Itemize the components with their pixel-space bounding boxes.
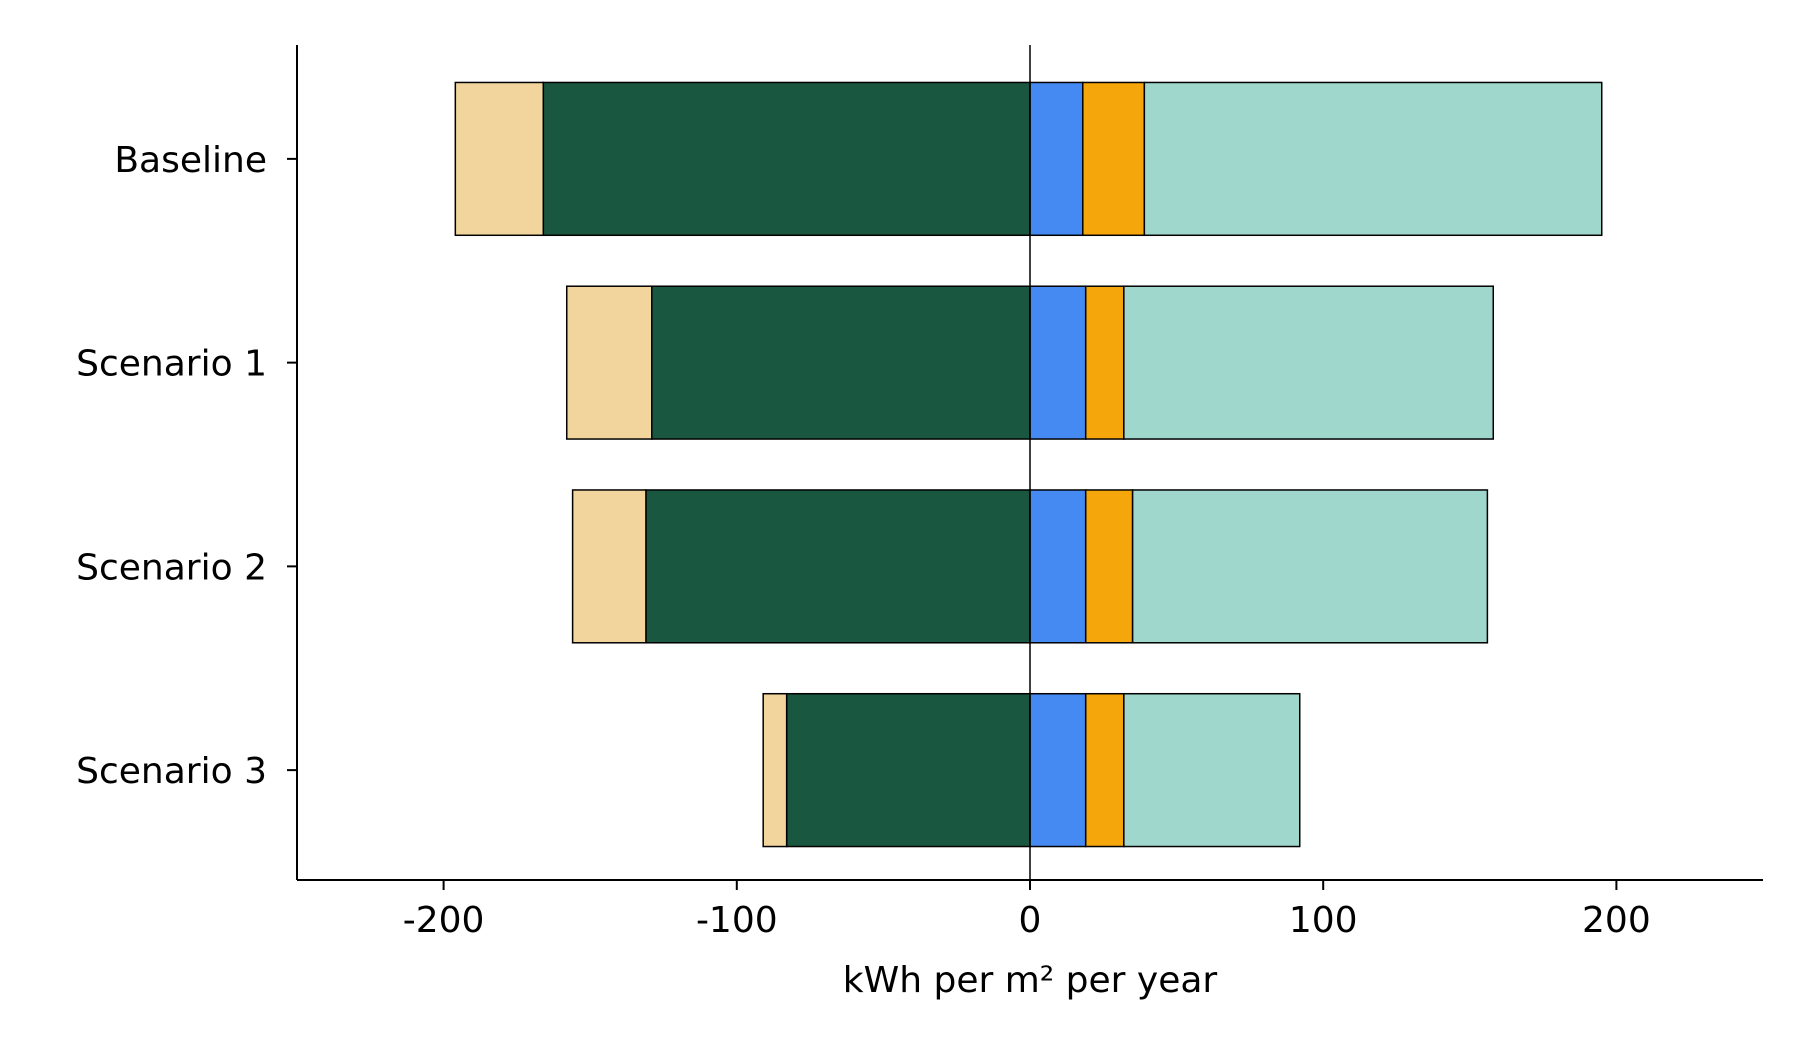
- x-ticks-group: -200 -100 0 100 200: [403, 880, 1651, 941]
- y-tick-label: Scenario 2: [76, 547, 267, 588]
- bar-1-segment-4: [1082, 81, 1146, 237]
- x-tick-label: -100: [696, 900, 778, 941]
- y-tick-label: Baseline: [114, 140, 267, 181]
- bar-4-segment-1: [785, 692, 1031, 848]
- bars-group: [454, 81, 1603, 848]
- bar-3-segment-2: [571, 489, 647, 644]
- bar-1-segment-5: [1143, 81, 1603, 237]
- y-tick-label: Scenario 1: [76, 344, 267, 385]
- bar-4-segment-4: [1084, 692, 1125, 848]
- x-tick-label: -200: [403, 900, 485, 941]
- bar-1-segment-3: [1029, 81, 1084, 237]
- bar-2-segment-1: [651, 285, 1031, 440]
- x-tick-label: 100: [1289, 900, 1358, 941]
- bar-1-segment-1: [542, 81, 1031, 237]
- bar-4-segment-3: [1029, 692, 1087, 848]
- x-axis-title: kWh per m² per year: [843, 960, 1218, 1001]
- y-tick-label: Scenario 3: [76, 751, 267, 792]
- x-tick-label: 0: [1019, 900, 1042, 941]
- bar-4-segment-2: [762, 692, 788, 848]
- y-ticks-group: Baseline Scenario 1 Scenario 2 Scenario 3: [76, 140, 297, 792]
- bar-3-segment-4: [1084, 489, 1134, 644]
- bar-4-segment-5: [1123, 692, 1301, 848]
- x-tick-label: 200: [1582, 900, 1651, 941]
- bar-3-segment-1: [645, 489, 1031, 644]
- bar-2-segment-2: [565, 285, 653, 440]
- bar-2-segment-5: [1123, 285, 1495, 440]
- bar-3-segment-3: [1029, 489, 1087, 644]
- bar-2-segment-3: [1029, 285, 1087, 440]
- bar-3-segment-5: [1131, 489, 1489, 644]
- bar-2-segment-4: [1084, 285, 1125, 440]
- bar-1-segment-2: [454, 81, 545, 237]
